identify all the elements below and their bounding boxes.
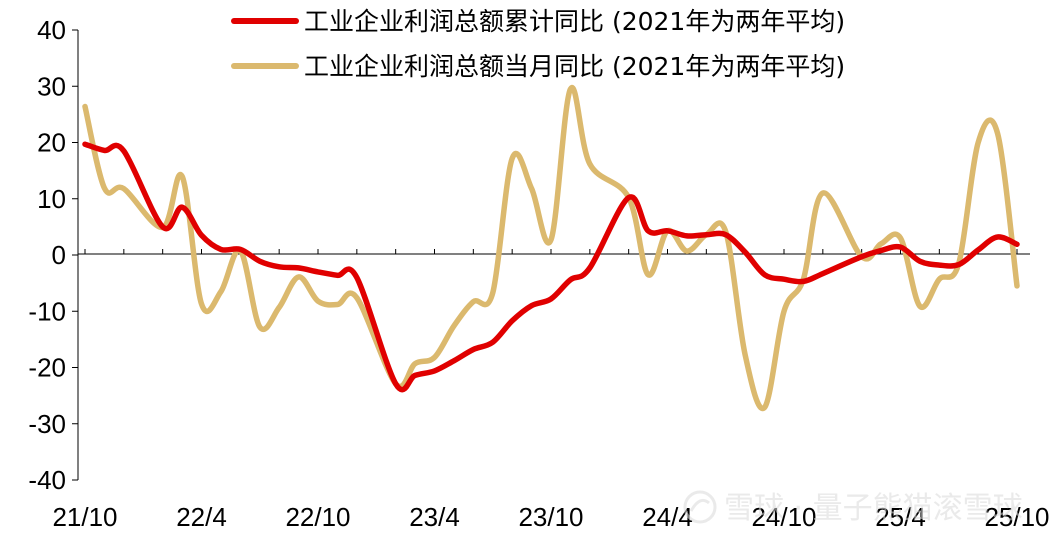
x-tick-label: 25/10 bbox=[984, 502, 1049, 532]
series-lines bbox=[82, 84, 1020, 412]
chart-axes bbox=[77, 30, 1030, 480]
watermark: 雪球 · 量子熊猫滚雪球 bbox=[683, 490, 1023, 526]
x-tick-label: 25/4 bbox=[875, 502, 926, 532]
y-tick-label: 0 bbox=[52, 240, 66, 270]
y-tick-label: 20 bbox=[37, 128, 66, 158]
watermark-text: 雪球 · 量子熊猫滚雪球 bbox=[724, 491, 1023, 526]
x-tick-label: 22/10 bbox=[285, 502, 350, 532]
x-tick-label: 21/10 bbox=[52, 502, 117, 532]
y-tick-label: 40 bbox=[37, 15, 66, 45]
y-axis-ticks: 40 30 20 10 0 -10 -20 -30 -40 bbox=[28, 15, 78, 495]
y-tick-label: -10 bbox=[28, 296, 66, 326]
chart-legend: 工业企业利润总额累计同比 (2021年为两年平均) 工业企业利润总额当月同比 (2… bbox=[231, 7, 845, 81]
x-axis-ticks: 21/10 22/4 22/10 23/4 23/10 24/4 24/10 25/4 25/1… bbox=[52, 249, 1050, 532]
y-tick-label: -20 bbox=[28, 353, 66, 383]
legend-label-2: 工业企业利润总额当月同比 (2021年为两年平均) bbox=[304, 52, 845, 81]
x-tick-label: 23/10 bbox=[518, 502, 583, 532]
x-tick-label: 24/10 bbox=[751, 502, 816, 532]
y-tick-label: -40 bbox=[28, 465, 66, 495]
snowball-logo-icon bbox=[683, 490, 717, 524]
y-tick-label: 10 bbox=[37, 184, 66, 214]
x-tick-label: 22/4 bbox=[176, 502, 227, 532]
series-line-1 bbox=[82, 141, 1020, 393]
y-tick-label: -30 bbox=[28, 409, 66, 439]
series-line-2 bbox=[82, 84, 1020, 412]
x-tick-label: 23/4 bbox=[409, 502, 460, 532]
legend-label-1: 工业企业利润总额累计同比 (2021年为两年平均) bbox=[304, 7, 845, 36]
y-tick-label: 30 bbox=[37, 71, 66, 101]
